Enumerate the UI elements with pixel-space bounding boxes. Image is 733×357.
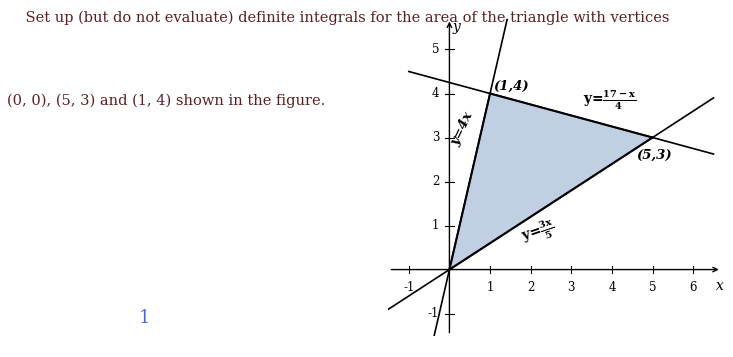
Text: -1: -1 (428, 307, 439, 320)
Text: y=4x: y=4x (449, 110, 476, 148)
Text: 2: 2 (527, 281, 534, 293)
Text: (5,3): (5,3) (636, 149, 672, 161)
Text: 4: 4 (432, 87, 439, 100)
Text: -1: -1 (403, 281, 414, 293)
Text: (0, 0), (5, 3) and (1, 4) shown in the figure.: (0, 0), (5, 3) and (1, 4) shown in the f… (7, 93, 325, 107)
Text: y=$\mathregular{\frac{3x}{5}}$: y=$\mathregular{\frac{3x}{5}}$ (519, 215, 559, 249)
Polygon shape (449, 94, 652, 270)
Text: (1,4): (1,4) (493, 80, 529, 92)
Text: x: x (715, 279, 723, 293)
Text: 1: 1 (432, 219, 439, 232)
Text: y: y (453, 20, 460, 34)
Text: Set up (but do not evaluate) definite integrals for the area of the triangle wit: Set up (but do not evaluate) definite in… (7, 11, 670, 25)
Text: 3: 3 (567, 281, 575, 293)
Text: 2: 2 (432, 175, 439, 188)
Text: 1: 1 (487, 281, 494, 293)
Text: 5: 5 (649, 281, 656, 293)
Text: 6: 6 (690, 281, 697, 293)
Text: y=$\mathregular{\frac{17-x}{4}}$: y=$\mathregular{\frac{17-x}{4}}$ (583, 88, 637, 112)
Text: 5: 5 (432, 43, 439, 56)
Text: 1: 1 (139, 309, 150, 327)
Text: 4: 4 (608, 281, 616, 293)
Text: 3: 3 (432, 131, 439, 144)
